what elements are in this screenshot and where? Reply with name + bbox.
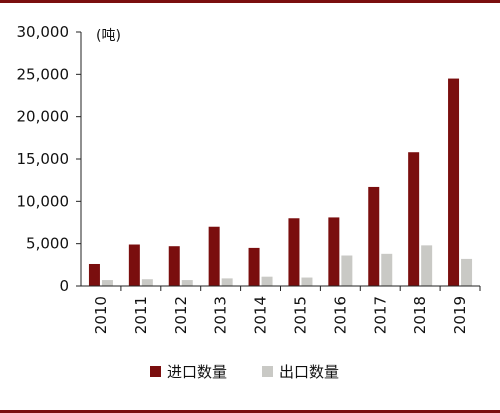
x-tick-label: 2014 [252,296,270,334]
x-tick-label: 2010 [92,296,110,334]
bar-import-2014 [248,247,260,286]
bar-import-2016 [328,217,340,286]
bar-import-2010 [88,263,100,286]
unit-label: (吨) [96,28,121,44]
x-axis: 2010 2011 2012 2013 2014 2015 2016 2017 2018 2019 [81,285,481,334]
legend-label-export: 出口数量 [279,363,339,381]
bars [88,78,473,286]
x-tick-label: 2015 [291,296,309,334]
x-tick-label: 2018 [411,296,429,334]
bar-export-2014 [261,276,273,286]
y-tick-label: 5,000 [26,235,69,253]
x-tick-label: 2017 [371,296,389,334]
y-tick-label: 30,000 [17,23,70,41]
bar-import-2013 [208,226,220,286]
y-tick-label: 10,000 [17,192,70,210]
legend-label-import: 进口数量 [167,363,227,381]
legend: 进口数量 出口数量 [150,363,339,381]
bottom-border [0,410,500,413]
y-tick-label: 15,000 [17,150,70,168]
bar-export-2010 [101,280,113,286]
bar-export-2011 [141,279,153,286]
bar-export-2015 [301,277,313,286]
bar-import-2019 [448,78,460,286]
x-tick-label: 2012 [172,296,190,334]
bar-export-2013 [221,278,233,286]
y-axis: 0 5,000 10,000 15,000 20,000 25,000 30,000 [17,23,82,295]
bar-import-2017 [368,186,380,286]
bar-export-2018 [421,245,433,286]
legend-swatch-import [150,366,161,377]
bar-export-2017 [381,253,393,286]
x-tick-label: 2011 [132,296,150,334]
bar-export-2012 [181,280,193,286]
legend-swatch-export [262,366,273,377]
bar-export-2016 [341,255,353,286]
bar-import-2018 [408,152,420,286]
y-tick-label: 25,000 [17,65,70,83]
x-tick-label: 2013 [212,296,230,334]
y-tick-label: 0 [59,277,69,295]
bar-import-2015 [288,218,300,286]
bar-export-2019 [461,258,473,286]
x-tick-label: 2016 [331,296,349,334]
bar-import-2012 [168,246,180,286]
y-tick-label: 20,000 [17,108,70,126]
top-border [0,0,500,3]
bar-import-2011 [128,244,140,286]
x-tick-label: 2019 [451,296,469,334]
